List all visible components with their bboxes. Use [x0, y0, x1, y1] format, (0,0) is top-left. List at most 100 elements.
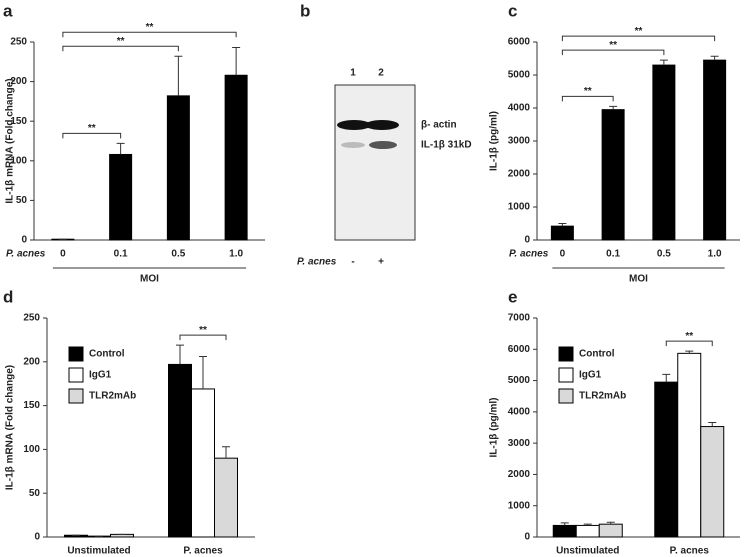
lane-number: 2: [378, 68, 384, 79]
panel-label: a: [3, 1, 13, 20]
y-axis-label: IL-1β mRNA (Fold change): [5, 365, 16, 490]
significance-label: **: [199, 325, 207, 336]
bar: [168, 363, 192, 538]
y-tick-label: 50: [16, 195, 28, 206]
x-tick-label: P. acnes: [670, 546, 710, 557]
bar: [109, 153, 133, 241]
y-tick-label: 0: [524, 235, 530, 246]
error-bar: [176, 344, 184, 365]
bar: [214, 457, 238, 538]
bar: [552, 524, 577, 538]
y-tick-label: 4000: [508, 406, 531, 417]
error-bar: [708, 421, 717, 427]
lane-treatment: -: [351, 257, 354, 268]
blot-band: [337, 120, 371, 130]
y-tick-label: 1000: [508, 202, 531, 213]
lane-treatment: +: [378, 257, 384, 268]
blot-band: [365, 120, 399, 130]
y-tick-label: 4000: [508, 103, 531, 114]
significance-label: **: [146, 22, 154, 33]
error-bar: [116, 142, 125, 155]
x-tick-label: 1.0: [708, 249, 722, 260]
y-axis-label: IL-1β (pg/ml): [489, 398, 500, 458]
significance-bracket: [665, 340, 713, 347]
bar: [224, 74, 248, 241]
y-tick-label: 150: [23, 400, 40, 411]
bar: [652, 64, 676, 241]
significance-bracket: [561, 49, 665, 56]
legend-swatch: [558, 388, 574, 404]
significance-label: **: [685, 331, 693, 342]
legend-swatch: [68, 346, 84, 362]
y-tick-label: 1000: [508, 500, 531, 511]
bar: [654, 381, 679, 538]
error-bar: [560, 522, 569, 526]
error-bar: [659, 59, 668, 66]
band-label: IL-1β 31kD: [421, 140, 472, 151]
error-bar: [583, 523, 592, 526]
x-tick-label: Unstimulated: [556, 546, 619, 557]
bar: [575, 524, 600, 538]
y-tick-label: 250: [10, 37, 27, 48]
significance-bracket: [62, 132, 122, 139]
error-bar: [710, 55, 719, 61]
y-tick-label: 150: [10, 116, 27, 127]
y-tick-label: 2000: [508, 169, 531, 180]
y-tick-label: 6000: [508, 37, 531, 48]
x-axis-label: MOI: [140, 274, 159, 285]
error-bar: [609, 105, 618, 110]
significance-label: **: [584, 86, 592, 97]
x-tick-label: 0.5: [171, 249, 185, 260]
significance-bracket: [561, 35, 716, 42]
panel-label: c: [508, 1, 517, 20]
error-bar: [685, 350, 694, 354]
blot-band: [341, 142, 365, 148]
error-bar: [222, 446, 230, 459]
y-axis-label: IL-1β (pg/ml): [489, 111, 500, 171]
significance-label: **: [635, 26, 643, 37]
legend-label: TLR2mAb: [579, 391, 626, 402]
y-tick-label: 0: [524, 532, 530, 543]
legend-label: IgG1: [89, 370, 112, 381]
error-bar: [199, 356, 207, 389]
legend-label: IgG1: [579, 370, 602, 381]
x-tick-label: P. acnes: [183, 546, 223, 557]
legend-swatch: [558, 367, 574, 383]
panel-label: d: [3, 287, 13, 306]
row-label: P. acnes: [509, 249, 549, 260]
x-tick-label: 0.1: [114, 249, 128, 260]
significance-bracket: [62, 45, 179, 52]
panel-label: e: [508, 287, 517, 306]
legend-label: Control: [579, 349, 615, 360]
y-axis-label: IL-1β mRNA (Fold change): [5, 78, 16, 203]
x-tick-label: 0: [60, 249, 66, 260]
x-tick-label: 1.0: [229, 249, 243, 260]
row-label: P. acnes: [6, 249, 46, 260]
x-tick-label: 0.5: [657, 249, 671, 260]
significance-bracket: [561, 95, 614, 102]
y-tick-label: 200: [10, 76, 27, 87]
significance-label: **: [117, 36, 125, 47]
bar: [703, 59, 727, 241]
error-bar: [662, 373, 671, 383]
y-tick-label: 100: [10, 155, 27, 166]
y-tick-label: 0: [21, 235, 27, 246]
significance-bracket: [179, 334, 227, 341]
significance-label: **: [609, 40, 617, 51]
y-tick-label: 6000: [508, 344, 531, 355]
x-tick-label: 0.1: [606, 249, 620, 260]
bar: [166, 95, 190, 241]
significance-label: **: [88, 123, 96, 134]
error-bar: [558, 223, 567, 227]
legend-swatch: [558, 346, 574, 362]
y-tick-label: 200: [23, 356, 40, 367]
panel-label: b: [300, 1, 310, 20]
y-tick-label: 0: [34, 532, 40, 543]
bar: [601, 109, 625, 241]
bar: [550, 225, 574, 241]
x-tick-label: Unstimulated: [67, 546, 130, 557]
lane-number: 1: [350, 68, 356, 79]
x-axis-label: MOI: [629, 274, 648, 285]
y-tick-label: 7000: [508, 313, 531, 324]
